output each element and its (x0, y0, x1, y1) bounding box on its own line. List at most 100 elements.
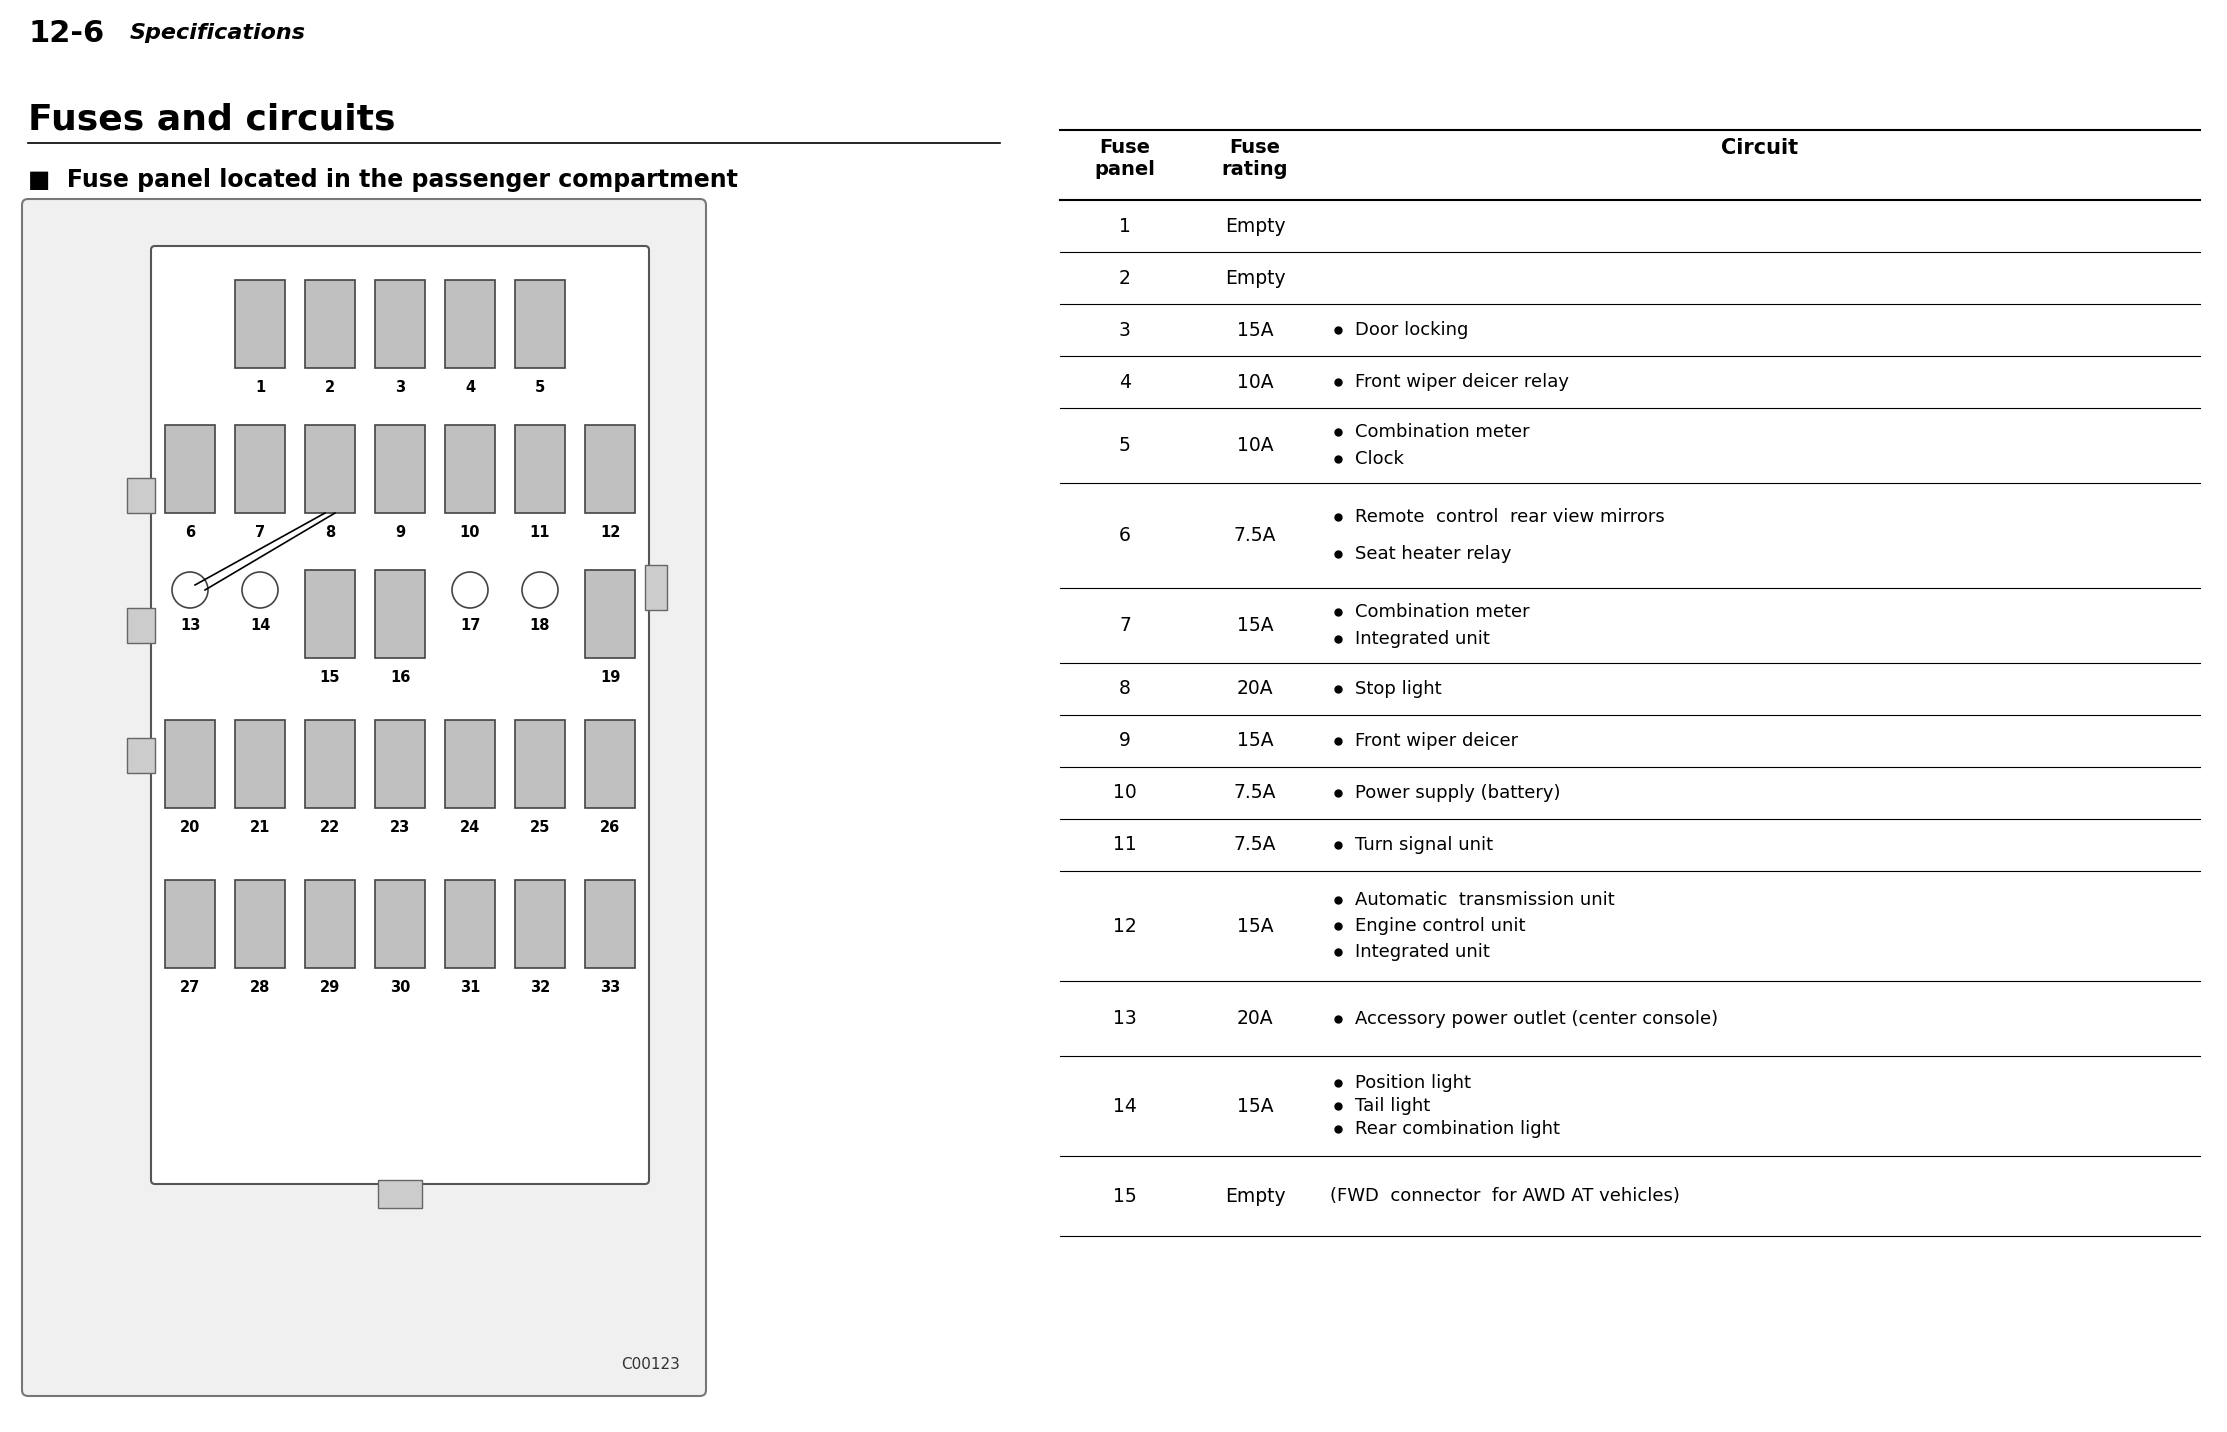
Text: Fuses and circuits: Fuses and circuits (29, 103, 396, 137)
Bar (165, 720, 216, 808)
Bar (514, 425, 566, 513)
Text: 18: 18 (530, 619, 550, 633)
Bar (165, 881, 216, 968)
Text: 30: 30 (390, 979, 410, 995)
Text: Door locking: Door locking (1354, 321, 1468, 339)
Bar (374, 281, 425, 368)
Bar (374, 425, 425, 513)
Text: 21: 21 (249, 821, 269, 835)
Text: 1: 1 (254, 379, 265, 395)
Text: 15A: 15A (1236, 732, 1274, 750)
Text: Combination meter: Combination meter (1354, 424, 1530, 441)
Bar (127, 478, 156, 513)
Text: 29: 29 (321, 979, 341, 995)
Text: 15A: 15A (1236, 916, 1274, 935)
Text: 22: 22 (321, 821, 341, 835)
Text: 7: 7 (1118, 616, 1131, 634)
Bar (127, 609, 156, 643)
Text: 23: 23 (390, 821, 410, 835)
Circle shape (171, 571, 207, 609)
Bar (305, 425, 354, 513)
Text: 20A: 20A (1236, 1010, 1274, 1028)
Text: 11: 11 (530, 526, 550, 540)
Text: 2: 2 (325, 379, 334, 395)
Text: 33: 33 (599, 979, 619, 995)
FancyBboxPatch shape (22, 199, 706, 1396)
Bar (586, 425, 635, 513)
Text: 5: 5 (1118, 435, 1131, 455)
Text: 12: 12 (599, 526, 619, 540)
Text: 15: 15 (1114, 1187, 1136, 1206)
Bar (236, 881, 285, 968)
Text: Remote  control  rear view mirrors: Remote control rear view mirrors (1354, 508, 1666, 526)
Bar (305, 881, 354, 968)
Bar (445, 881, 494, 968)
Text: Turn signal unit: Turn signal unit (1354, 836, 1492, 853)
Text: 7.5A: 7.5A (1234, 835, 1276, 855)
Text: 8: 8 (1118, 680, 1131, 699)
Text: Stop light: Stop light (1354, 680, 1441, 697)
Bar (236, 720, 285, 808)
Bar (445, 281, 494, 368)
Text: 9: 9 (394, 526, 405, 540)
Text: 3: 3 (394, 379, 405, 395)
Text: 10: 10 (459, 526, 481, 540)
Text: 16: 16 (390, 670, 410, 684)
Text: Position light: Position light (1354, 1074, 1472, 1091)
Text: 15A: 15A (1236, 616, 1274, 634)
Text: Specifications: Specifications (129, 23, 305, 43)
Text: Fuse
panel: Fuse panel (1093, 137, 1156, 179)
Bar (379, 1180, 421, 1209)
Text: 3: 3 (1118, 321, 1131, 339)
Bar (305, 281, 354, 368)
Text: Front wiper deicer relay: Front wiper deicer relay (1354, 372, 1570, 391)
Text: 11: 11 (1114, 835, 1136, 855)
Text: 10: 10 (1114, 783, 1136, 802)
Bar (374, 881, 425, 968)
Bar (127, 737, 156, 773)
Bar (374, 570, 425, 657)
Bar (165, 425, 216, 513)
Text: Accessory power outlet (center console): Accessory power outlet (center console) (1354, 1010, 1717, 1028)
Text: 20A: 20A (1236, 680, 1274, 699)
Text: 15A: 15A (1236, 321, 1274, 339)
Circle shape (243, 571, 278, 609)
Bar (586, 881, 635, 968)
Text: 25: 25 (530, 821, 550, 835)
Text: Combination meter: Combination meter (1354, 603, 1530, 621)
Text: Circuit: Circuit (1721, 137, 1799, 158)
Text: 9: 9 (1118, 732, 1131, 750)
Bar (586, 720, 635, 808)
Circle shape (521, 571, 559, 609)
Text: Automatic  transmission unit: Automatic transmission unit (1354, 891, 1615, 909)
Bar (445, 720, 494, 808)
Text: Clock: Clock (1354, 450, 1403, 468)
Circle shape (452, 571, 488, 609)
Text: Empty: Empty (1225, 269, 1285, 288)
Text: Engine control unit: Engine control unit (1354, 916, 1525, 935)
Bar (445, 425, 494, 513)
Bar (305, 570, 354, 657)
Text: 10A: 10A (1236, 435, 1274, 455)
Text: 2: 2 (1118, 269, 1131, 288)
Bar (305, 720, 354, 808)
Text: Rear combination light: Rear combination light (1354, 1120, 1559, 1138)
Text: Integrated unit: Integrated unit (1354, 630, 1490, 647)
Text: 15A: 15A (1236, 1097, 1274, 1116)
Text: 14: 14 (249, 619, 269, 633)
Text: Empty: Empty (1225, 1187, 1285, 1206)
Text: 14: 14 (1114, 1097, 1138, 1116)
Text: 7: 7 (254, 526, 265, 540)
Text: 28: 28 (249, 979, 269, 995)
Text: 27: 27 (180, 979, 200, 995)
Text: Fuse
rating: Fuse rating (1223, 137, 1287, 179)
Text: (FWD  connector  for AWD AT vehicles): (FWD connector for AWD AT vehicles) (1330, 1187, 1679, 1204)
Bar (236, 281, 285, 368)
Bar (374, 720, 425, 808)
Text: 8: 8 (325, 526, 334, 540)
Text: 31: 31 (459, 979, 481, 995)
Text: 1: 1 (1118, 216, 1131, 235)
Text: 19: 19 (599, 670, 619, 684)
Text: 7.5A: 7.5A (1234, 783, 1276, 802)
Bar (236, 425, 285, 513)
